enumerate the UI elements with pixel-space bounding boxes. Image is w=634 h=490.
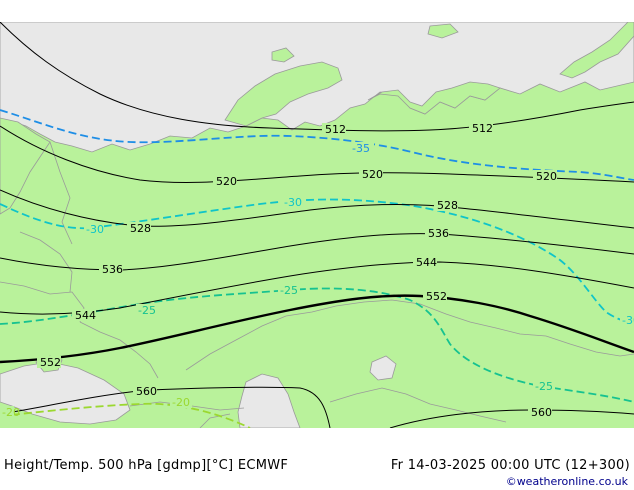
- label-bg: [127, 222, 151, 234]
- map-title: Height/Temp. 500 hPa [gdmp][°C] ECMWF: [4, 458, 289, 473]
- temp-contour--35: [0, 109, 634, 181]
- label-bg: [37, 356, 61, 368]
- height-label-544: 544: [75, 309, 96, 322]
- label-bg: [425, 227, 449, 239]
- height-labels: 512 512 520 520 520 528 528 536 536 544 …: [37, 122, 557, 419]
- label-bg: [528, 406, 552, 418]
- temp-label--20: -20: [2, 406, 20, 419]
- height-label-552: 552: [426, 290, 447, 303]
- height-label-512: 512: [325, 123, 346, 136]
- label-bg: [350, 142, 374, 154]
- map-canvas: 512 512 520 520 520 528 528 536 536 544 …: [0, 22, 634, 428]
- height-label-544: 544: [416, 256, 437, 269]
- country-borders: [0, 141, 634, 428]
- temp-label--30: -30: [86, 223, 104, 236]
- novaya-zemlya: [559, 22, 634, 79]
- height-label-560: 560: [531, 406, 552, 419]
- temp-label--20: -20: [172, 396, 190, 409]
- label-bg: [413, 256, 437, 268]
- credit-link[interactable]: ©weatheronline.co.uk: [505, 475, 628, 488]
- height-label-552: 552: [40, 356, 61, 369]
- scandinavia: [0, 117, 51, 215]
- border-south: [199, 413, 231, 428]
- temperature-labels: -35 -30 -30 -30 -25 -25 -25 -20 -20: [0, 142, 634, 419]
- temp-label--25: -25: [138, 304, 156, 317]
- label-bg: [84, 223, 104, 235]
- white-sea-island: [271, 47, 295, 63]
- temp-label--25: -25: [280, 284, 298, 297]
- label-bg: [282, 196, 306, 208]
- label-bg: [0, 406, 14, 418]
- height-contour-536: [0, 233, 634, 271]
- border-finland-russia: [49, 141, 73, 245]
- height-label-528: 528: [130, 222, 151, 235]
- height-label-536: 536: [102, 263, 123, 276]
- aral-sea: [369, 355, 397, 381]
- height-label-520: 520: [216, 175, 237, 188]
- temp-contour--25: [0, 287, 634, 403]
- valid-time: Fr 14-03-2025 00:00 UTC (12+300): [390, 458, 630, 473]
- height-label-560: 560: [136, 385, 157, 398]
- label-bg: [533, 380, 555, 392]
- temp-contour--20: [0, 402, 251, 428]
- height-contour-560: [0, 386, 331, 428]
- label-bg: [434, 199, 458, 211]
- label-bg: [170, 396, 192, 408]
- height-contour-544: [0, 261, 634, 315]
- temp-label--25: -25: [535, 380, 553, 393]
- label-bg: [133, 385, 157, 397]
- temp-label--30: -30: [622, 314, 634, 327]
- height-contour-528: [0, 189, 634, 229]
- height-label-520: 520: [536, 170, 557, 183]
- weather-map: 512 512 520 520 520 528 528 536 536 544 …: [0, 22, 634, 428]
- arctic-island: [427, 23, 459, 39]
- label-bg: [278, 284, 300, 296]
- label-bg: [359, 168, 383, 180]
- temp-label--30: -30: [284, 196, 302, 209]
- height-contour-520: [0, 125, 634, 184]
- label-bg: [423, 290, 447, 302]
- label-bg: [136, 304, 158, 316]
- label-bg: [72, 309, 96, 321]
- label-bg: [213, 175, 237, 187]
- label-bg: [469, 122, 493, 134]
- border-baltics: [19, 231, 73, 293]
- label-bg: [99, 263, 123, 275]
- height-label-520: 520: [362, 168, 383, 181]
- height-contour-552: [0, 294, 634, 364]
- height-label-536: 536: [428, 227, 449, 240]
- label-bg: [533, 170, 557, 182]
- height-label-528: 528: [437, 199, 458, 212]
- kola-peninsula: [224, 61, 343, 127]
- label-bg: [620, 314, 634, 326]
- label-bg: [322, 123, 346, 135]
- border-central-asia: [329, 387, 507, 423]
- temp-label--35: -35: [352, 142, 370, 155]
- height-label-512: 512: [472, 122, 493, 135]
- border-kazakhstan-russia: [185, 299, 634, 371]
- map-footer: Height/Temp. 500 hPa [gdmp][°C] ECMWF Fr…: [0, 428, 634, 490]
- yamal-coast: [367, 81, 501, 115]
